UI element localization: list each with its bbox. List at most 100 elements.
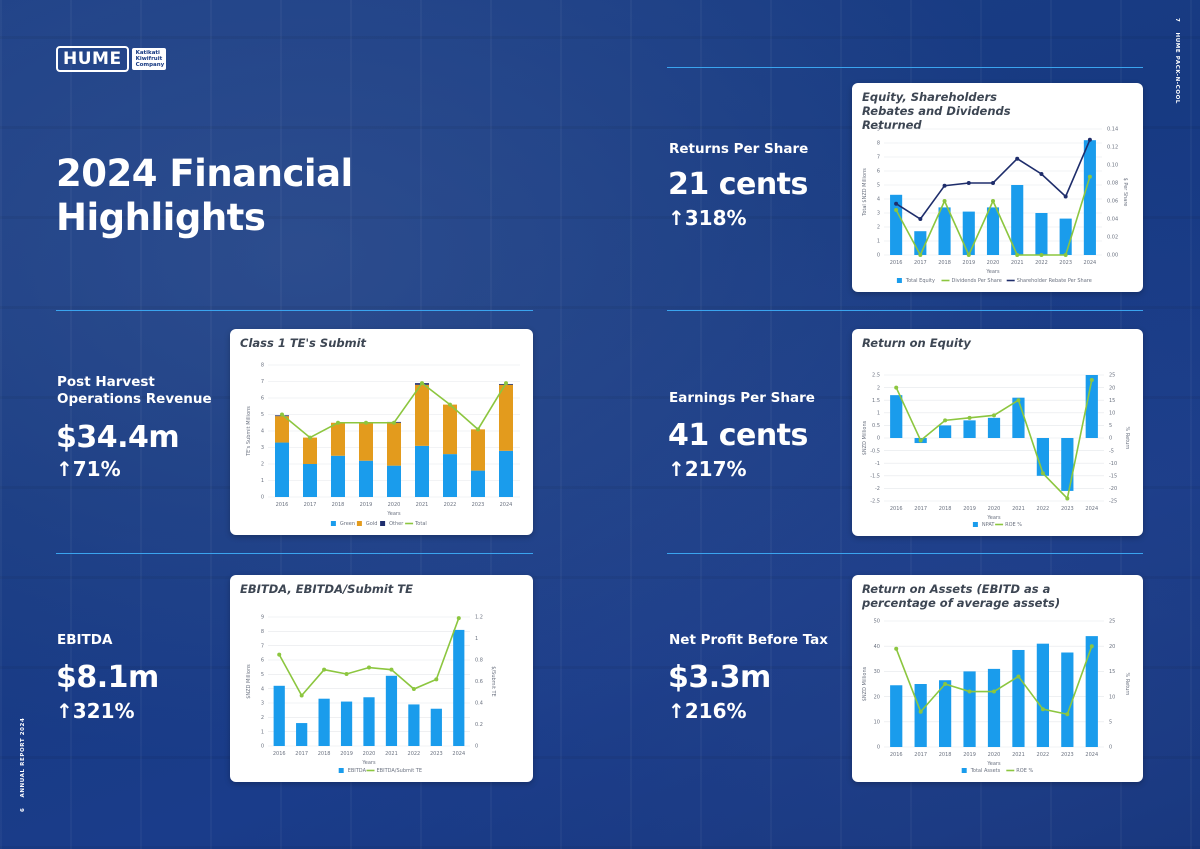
y-axis-title: $NZD Millions [246, 664, 252, 699]
line-point [991, 199, 995, 203]
y-tick-label: 1 [877, 239, 880, 245]
x-tick-label: 2017 [295, 751, 308, 757]
y2-tick-label: -20 [1109, 486, 1117, 492]
y2-tick-label: 0.8 [475, 658, 483, 664]
y2-tick-label: 1.2 [475, 615, 483, 621]
y-tick-label: 0 [261, 495, 264, 501]
line-point [992, 413, 996, 418]
line-point [894, 208, 899, 212]
kpi-change: ↑321% [56, 699, 135, 723]
kpi-change-value: 217% [684, 457, 747, 481]
x-tick-label: 2022 [408, 751, 421, 757]
page-title-line1: 2024 Financial [56, 152, 353, 195]
y-axis-title: $NZD Millions [862, 420, 868, 455]
y-tick-label: 7 [877, 155, 880, 161]
kpi-value: 21 cents [668, 167, 808, 202]
kpi-label-line1: Post Harvest [57, 374, 155, 390]
brand-tagline: HUME PACK-N-COOL [1174, 32, 1180, 104]
chart-svg: 0 1 2 3 4 5 6 7 8 TE's Submit Millions Years 2016 20… [246, 363, 520, 527]
divider [667, 553, 1143, 554]
bar [986, 207, 1000, 255]
series-line [278, 617, 460, 697]
y2-tick-label: 0.6 [475, 679, 483, 685]
y2-tick-label: 0 [1109, 436, 1112, 442]
page-title: 2024 Financial Highlights [56, 152, 353, 240]
y2-tick-label: 0.4 [475, 701, 483, 707]
y2-axis-title: $/Submit TE [490, 666, 496, 696]
bar [296, 723, 308, 746]
line-point [967, 415, 972, 420]
line-point [1087, 174, 1092, 179]
x-tick-label: 2021 [1011, 260, 1024, 266]
line-point [894, 201, 899, 206]
line-point [1063, 194, 1068, 199]
x-axis-title: Years [361, 760, 376, 766]
bar [914, 684, 927, 747]
y2-tick-label: 0 [475, 744, 478, 750]
x-tick-label: 2019 [360, 502, 373, 508]
bar [318, 698, 330, 746]
legend-label: Gold [366, 521, 378, 527]
x-tick-label: 2020 [988, 506, 1001, 512]
line-point [1016, 674, 1021, 679]
bar [385, 675, 398, 746]
kpi-label: EBITDA [57, 632, 113, 648]
y2-tick-label: -25 [1109, 499, 1117, 505]
arrow-up-icon: ↑ [668, 206, 685, 230]
bar-gold [499, 384, 513, 451]
y2-tick-label: 15 [1109, 669, 1115, 675]
bar-gold [471, 429, 485, 471]
y-tick-label: -0.5 [870, 448, 880, 454]
bar-gold [331, 422, 345, 456]
legend-swatch [330, 521, 336, 526]
x-tick-label: 2019 [340, 751, 353, 757]
y2-axis-title: % Return [1124, 427, 1130, 450]
bar [914, 231, 927, 255]
bar [890, 685, 903, 747]
y-tick-label: 5 [877, 183, 880, 189]
bar [963, 671, 976, 747]
y2-tick-label: -10 [1109, 461, 1117, 467]
chart-svg: 0 1 2 3 4 5 6 7 8 9 0.00 0.02 0.04 0.06 0.08 0.10 0.12 0.… [862, 127, 1128, 284]
y-tick-label: 1.5 [872, 398, 880, 404]
y-tick-label: 3 [261, 701, 264, 707]
kpi-value: $3.3m [668, 660, 771, 695]
legend-label: Green [340, 521, 355, 527]
line-point [504, 381, 508, 386]
line-point [1087, 137, 1092, 142]
line-point [280, 412, 284, 417]
legend-label: Total Equity [905, 278, 935, 284]
x-tick-label: 2023 [1059, 260, 1072, 266]
kpi-change: ↑318% [668, 206, 747, 230]
y-tick-label: 1 [261, 729, 264, 735]
x-tick-label: 2023 [1061, 506, 1074, 512]
legend-label: NPAT [982, 522, 995, 528]
bar [1036, 438, 1049, 476]
y-tick-label: 4 [261, 686, 264, 692]
chart-card-equity: Equity, Shareholders Rebates and Dividen… [852, 83, 1143, 292]
kpi-label: Returns Per Share [669, 141, 809, 157]
legend-label: Total Assets [970, 768, 1001, 774]
y-tick-label: 3 [877, 211, 880, 217]
y-tick-label: 0.5 [872, 423, 880, 429]
y2-tick-label: 0.12 [1107, 145, 1118, 151]
x-tick-label: 2020 [988, 752, 1001, 758]
arrow-up-icon: ↑ [56, 699, 73, 723]
y2-tick-label: 1 [475, 636, 478, 642]
line-point [943, 418, 948, 423]
y-tick-label: 10 [874, 720, 880, 726]
x-tick-label: 2023 [1061, 752, 1074, 758]
line-point [966, 181, 971, 185]
line-point [918, 253, 923, 257]
bar [1011, 185, 1024, 255]
divider [56, 310, 533, 311]
y-tick-label: 2 [877, 385, 880, 391]
y-axis-title: TE's Submit Millions [246, 406, 252, 457]
x-tick-label: 2017 [914, 752, 927, 758]
x-tick-label: 2021 [1012, 752, 1025, 758]
legend-label: EBITDA/Submit TE [377, 768, 423, 774]
page-number-left: 6 [20, 807, 26, 812]
bar-gold [303, 437, 317, 464]
y-tick-label: 2 [261, 462, 264, 468]
series-line [895, 139, 1091, 221]
